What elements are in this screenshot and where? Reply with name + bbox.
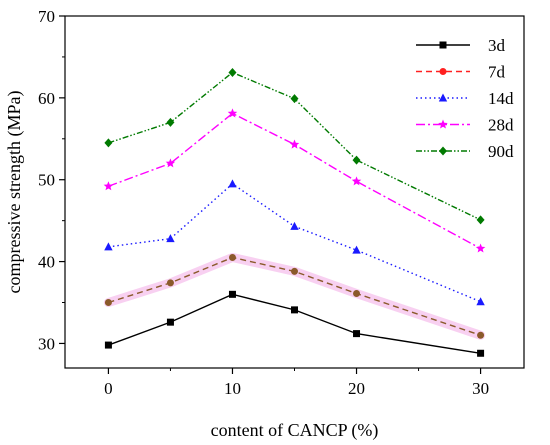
legend-label-7d: 7d xyxy=(488,63,506,82)
data-point-28d xyxy=(227,108,238,118)
legend-label-28d: 28d xyxy=(488,116,514,135)
y-tick-label: 40 xyxy=(38,253,55,272)
legend-label-90d: 90d xyxy=(488,142,514,161)
data-point-7d xyxy=(166,279,174,287)
data-point-3d xyxy=(166,318,174,326)
legend-item-3d: 3d xyxy=(416,36,506,55)
data-point-14d xyxy=(104,242,113,251)
data-point-90d xyxy=(228,67,237,77)
data-point-7d xyxy=(104,299,112,307)
legend-label-3d: 3d xyxy=(488,36,506,55)
series-layer xyxy=(103,67,486,357)
legend-label-14d: 14d xyxy=(488,89,514,108)
data-point-14d xyxy=(166,234,175,243)
series-28d xyxy=(103,108,486,253)
data-point-90d xyxy=(290,94,299,104)
data-point-28d xyxy=(165,158,176,168)
legend-item-14d: 14d xyxy=(416,89,514,108)
legend: 3d 7d 14d 28d 90d xyxy=(416,36,514,161)
y-tick-label: 60 xyxy=(38,89,55,108)
data-point-14d xyxy=(352,245,361,254)
data-point-7d xyxy=(291,267,298,275)
data-point-14d xyxy=(290,221,299,230)
data-point-28d xyxy=(351,176,362,186)
data-point-28d xyxy=(289,139,300,149)
series-line-3d xyxy=(108,293,481,354)
y-tick-label: 30 xyxy=(38,334,55,353)
data-point-14d xyxy=(228,179,237,188)
series-14d xyxy=(104,179,485,306)
plot-frame xyxy=(64,15,525,369)
data-point-28d xyxy=(103,181,114,191)
legend-marker-28d xyxy=(438,119,448,129)
x-tick-label: 30 xyxy=(472,379,489,398)
series-90d xyxy=(104,67,485,225)
y-tick-label: 70 xyxy=(38,7,55,26)
data-point-7d xyxy=(353,290,361,298)
series-line-7d xyxy=(108,256,481,336)
data-point-3d xyxy=(477,349,485,357)
data-point-90d xyxy=(476,215,485,225)
series-line-90d xyxy=(108,71,481,221)
series-3d xyxy=(104,290,485,357)
legend-marker-14d xyxy=(438,93,448,102)
legend-marker-7d xyxy=(439,68,447,75)
data-point-90d xyxy=(166,117,175,127)
legend-item-28d: 28d xyxy=(416,116,514,135)
legend-item-90d: 90d xyxy=(416,142,514,161)
series-line-28d xyxy=(108,112,481,250)
data-point-28d xyxy=(475,243,486,253)
y-axis-title: compressive strength (MPa) xyxy=(4,91,25,294)
legend-item-7d: 7d xyxy=(416,63,506,82)
data-point-14d xyxy=(476,297,485,306)
data-point-3d xyxy=(228,290,236,298)
data-point-7d xyxy=(477,331,485,339)
legend-marker-3d xyxy=(439,41,447,49)
x-tick-label: 20 xyxy=(348,379,365,398)
x-tick-label: 0 xyxy=(104,379,113,398)
data-point-3d xyxy=(104,341,112,349)
legend-marker-90d xyxy=(439,146,447,156)
data-point-3d xyxy=(291,306,298,314)
ticks-layer: 0 10 20 30 30 40 50 60 70 xyxy=(38,7,489,398)
data-point-90d xyxy=(104,138,113,148)
x-tick-label: 10 xyxy=(224,379,241,398)
y-tick-label: 50 xyxy=(38,171,55,190)
series-7d xyxy=(103,252,486,340)
data-point-7d xyxy=(228,253,236,261)
data-point-3d xyxy=(353,330,361,338)
data-point-90d xyxy=(352,155,361,165)
x-axis-title: content of CANCP (%) xyxy=(211,420,379,441)
